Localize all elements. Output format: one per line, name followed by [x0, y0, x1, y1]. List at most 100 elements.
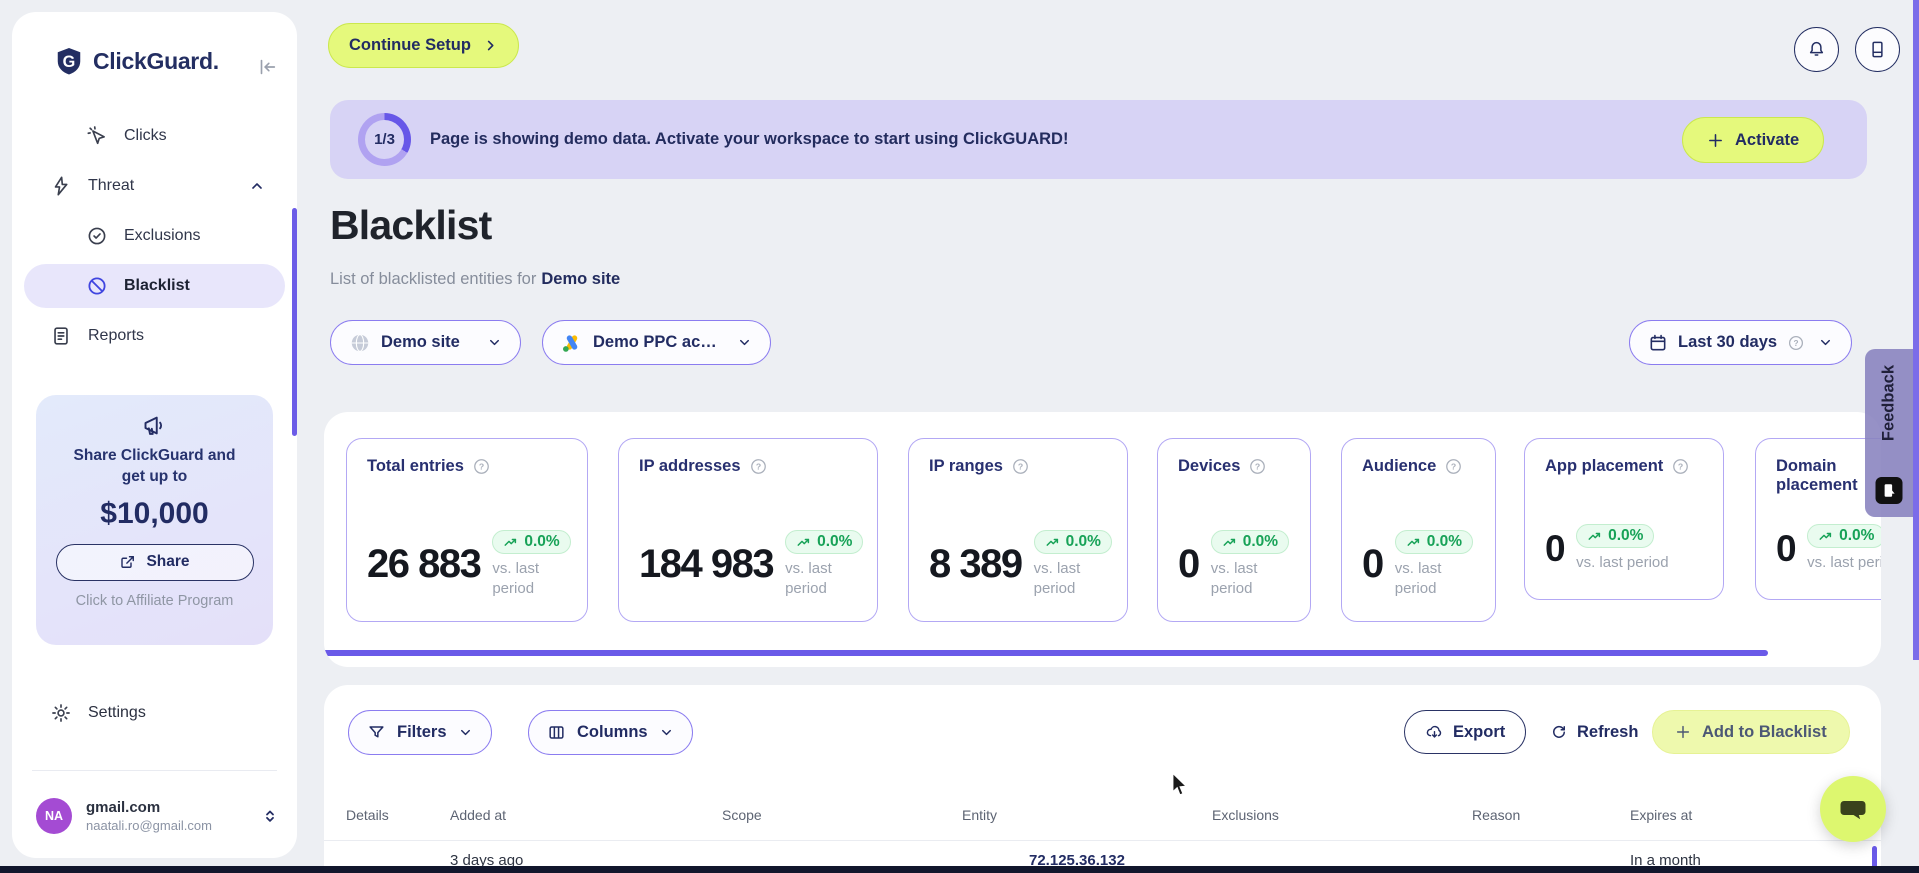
help-icon[interactable]: ?: [1011, 457, 1030, 476]
ppc-account-selector[interactable]: Demo PPC ac…: [542, 320, 771, 365]
svg-text:?: ?: [1451, 462, 1456, 472]
activate-button[interactable]: Activate: [1682, 117, 1825, 163]
help-icon[interactable]: ?: [1671, 457, 1690, 476]
help-icon[interactable]: ?: [472, 457, 491, 476]
chat-bubble-icon: [1837, 793, 1869, 825]
column-header-entity[interactable]: Entity: [962, 807, 998, 823]
date-range-selector[interactable]: Last 30 days ?: [1629, 320, 1852, 365]
cell-entity: 72.125.36.132: [1029, 852, 1125, 869]
page-vertical-scrollbar[interactable]: [1913, 0, 1919, 660]
gear-icon: [50, 702, 72, 724]
refresh-label: Refresh: [1577, 722, 1639, 741]
column-header-added-at[interactable]: Added at: [450, 807, 507, 823]
delta-badge: 0.0%: [1210, 530, 1290, 554]
sidebar-item-blacklist[interactable]: Blacklist: [24, 264, 285, 308]
svg-text:?: ?: [1794, 339, 1799, 348]
brand-logo: G ClickGuard.: [54, 46, 219, 76]
svg-text:?: ?: [755, 462, 760, 472]
table-vertical-scrollbar[interactable]: [1872, 846, 1877, 873]
sidebar-item-label: Clicks: [124, 127, 167, 144]
site-selector[interactable]: Demo site: [330, 320, 521, 365]
stats-horizontal-scrollbar[interactable]: [324, 650, 1768, 656]
stat-vs-label: vs. last period: [492, 559, 540, 597]
sidebar-nav: Clicks Threat Exclusions Blacklist: [12, 111, 297, 361]
banner-message: Page is showing demo data. Activate your…: [430, 130, 1069, 148]
continue-setup-label: Continue Setup: [349, 36, 471, 54]
affiliate-promo-card: Share ClickGuard and get up to $10,000 S…: [36, 395, 273, 645]
svg-text:?: ?: [1255, 462, 1260, 472]
stat-card-app-placement: App placement ? 0 0.0% vs. last period: [1524, 438, 1724, 600]
stat-label: Devices: [1178, 457, 1241, 475]
help-icon[interactable]: ?: [749, 457, 768, 476]
stat-label: Total entries: [367, 457, 464, 475]
add-to-blacklist-button[interactable]: Add to Blacklist: [1652, 710, 1850, 754]
sidebar-item-threat[interactable]: Threat: [12, 161, 297, 211]
demo-data-banner: 1/3 Page is showing demo data. Activate …: [330, 100, 1867, 179]
columns-icon: [547, 723, 566, 742]
export-label: Export: [1453, 722, 1506, 741]
sidebar-item-clicks[interactable]: Clicks: [12, 111, 297, 161]
stat-vs-label: vs. last period: [1576, 553, 1669, 571]
workspace-switcher[interactable]: NA gmail.com naatali.ro@gmail.com: [36, 788, 279, 844]
delta-badge: 0.0%: [1033, 530, 1112, 554]
column-header-expires-at[interactable]: Expires at: [1630, 807, 1693, 823]
feedback-chat-icon: [1875, 477, 1903, 504]
stat-vs-label: vs. last period: [1210, 559, 1258, 597]
filters-button[interactable]: Filters: [348, 710, 492, 755]
stat-label: IP ranges: [929, 457, 1003, 475]
sidebar-item-settings[interactable]: Settings: [50, 702, 146, 724]
chevron-down-icon: [659, 725, 674, 740]
column-header-exclusions[interactable]: Exclusions: [1212, 807, 1279, 823]
refresh-icon: [1550, 723, 1568, 741]
svg-text:?: ?: [479, 462, 484, 472]
document-icon: [50, 325, 72, 347]
stat-value: 8 389: [929, 542, 1023, 586]
chevron-down-icon: [737, 335, 752, 350]
trend-up-icon: [1045, 535, 1060, 550]
google-ads-icon: [561, 332, 583, 354]
blacklist-table-panel: Filters Columns Export Refresh Add to Bl…: [324, 685, 1881, 873]
sidebar-item-exclusions[interactable]: Exclusions: [12, 211, 297, 261]
sidebar-collapse-icon[interactable]: [256, 56, 278, 78]
sidebar-item-reports[interactable]: Reports: [12, 311, 297, 361]
page-title: Blacklist: [330, 202, 492, 248]
ban-icon: [86, 275, 108, 297]
promo-message: Share ClickGuard and get up to: [73, 447, 236, 485]
stat-card-domain-placement: Domain placement ? 0 0.0% vs. last perio…: [1755, 438, 1881, 600]
help-icon: ?: [1787, 334, 1805, 352]
column-header-reason[interactable]: Reason: [1472, 807, 1521, 823]
continue-setup-button[interactable]: Continue Setup: [328, 23, 519, 68]
stat-value: 0: [1545, 527, 1566, 569]
stat-card-devices: Devices ? 0 0.0% vs. last period: [1157, 438, 1311, 622]
stat-label: App placement: [1545, 457, 1664, 475]
help-icon[interactable]: ?: [1444, 457, 1463, 476]
columns-button[interactable]: Columns: [528, 710, 693, 755]
columns-label: Columns: [577, 723, 648, 741]
refresh-button[interactable]: Refresh: [1550, 710, 1638, 754]
notifications-button[interactable]: [1794, 27, 1839, 72]
chevrons-up-down-icon: [261, 807, 279, 825]
docs-button[interactable]: [1855, 27, 1900, 72]
help-icon[interactable]: ?: [1248, 457, 1267, 476]
svg-text:?: ?: [1018, 462, 1023, 472]
export-button[interactable]: Export: [1404, 710, 1527, 754]
chat-launcher-button[interactable]: [1820, 776, 1886, 842]
feedback-tab[interactable]: Feedback: [1865, 349, 1913, 517]
sidebar-scrollbar[interactable]: [292, 208, 297, 436]
delta-value: 0.0%: [1608, 527, 1644, 545]
chevron-up-icon[interactable]: [249, 178, 265, 194]
column-header-details[interactable]: Details: [346, 807, 389, 823]
cell-added-at: 3 days ago: [450, 852, 524, 869]
chevron-down-icon: [1818, 335, 1833, 350]
column-header-scope[interactable]: Scope: [722, 807, 762, 823]
delta-value: 0.0%: [1839, 527, 1875, 545]
stat-card-audience: Audience ? 0 0.0% vs. last period: [1341, 438, 1496, 622]
settings-label: Settings: [88, 704, 146, 721]
delta-value: 0.0%: [1065, 533, 1101, 550]
svg-text:?: ?: [1678, 462, 1683, 472]
page-subtitle: List of blacklisted entities for Demo sit…: [330, 270, 620, 289]
share-button[interactable]: Share: [55, 543, 254, 581]
delta-value: 0.0%: [817, 533, 853, 550]
affiliate-link[interactable]: Click to Affiliate Program: [75, 592, 234, 609]
